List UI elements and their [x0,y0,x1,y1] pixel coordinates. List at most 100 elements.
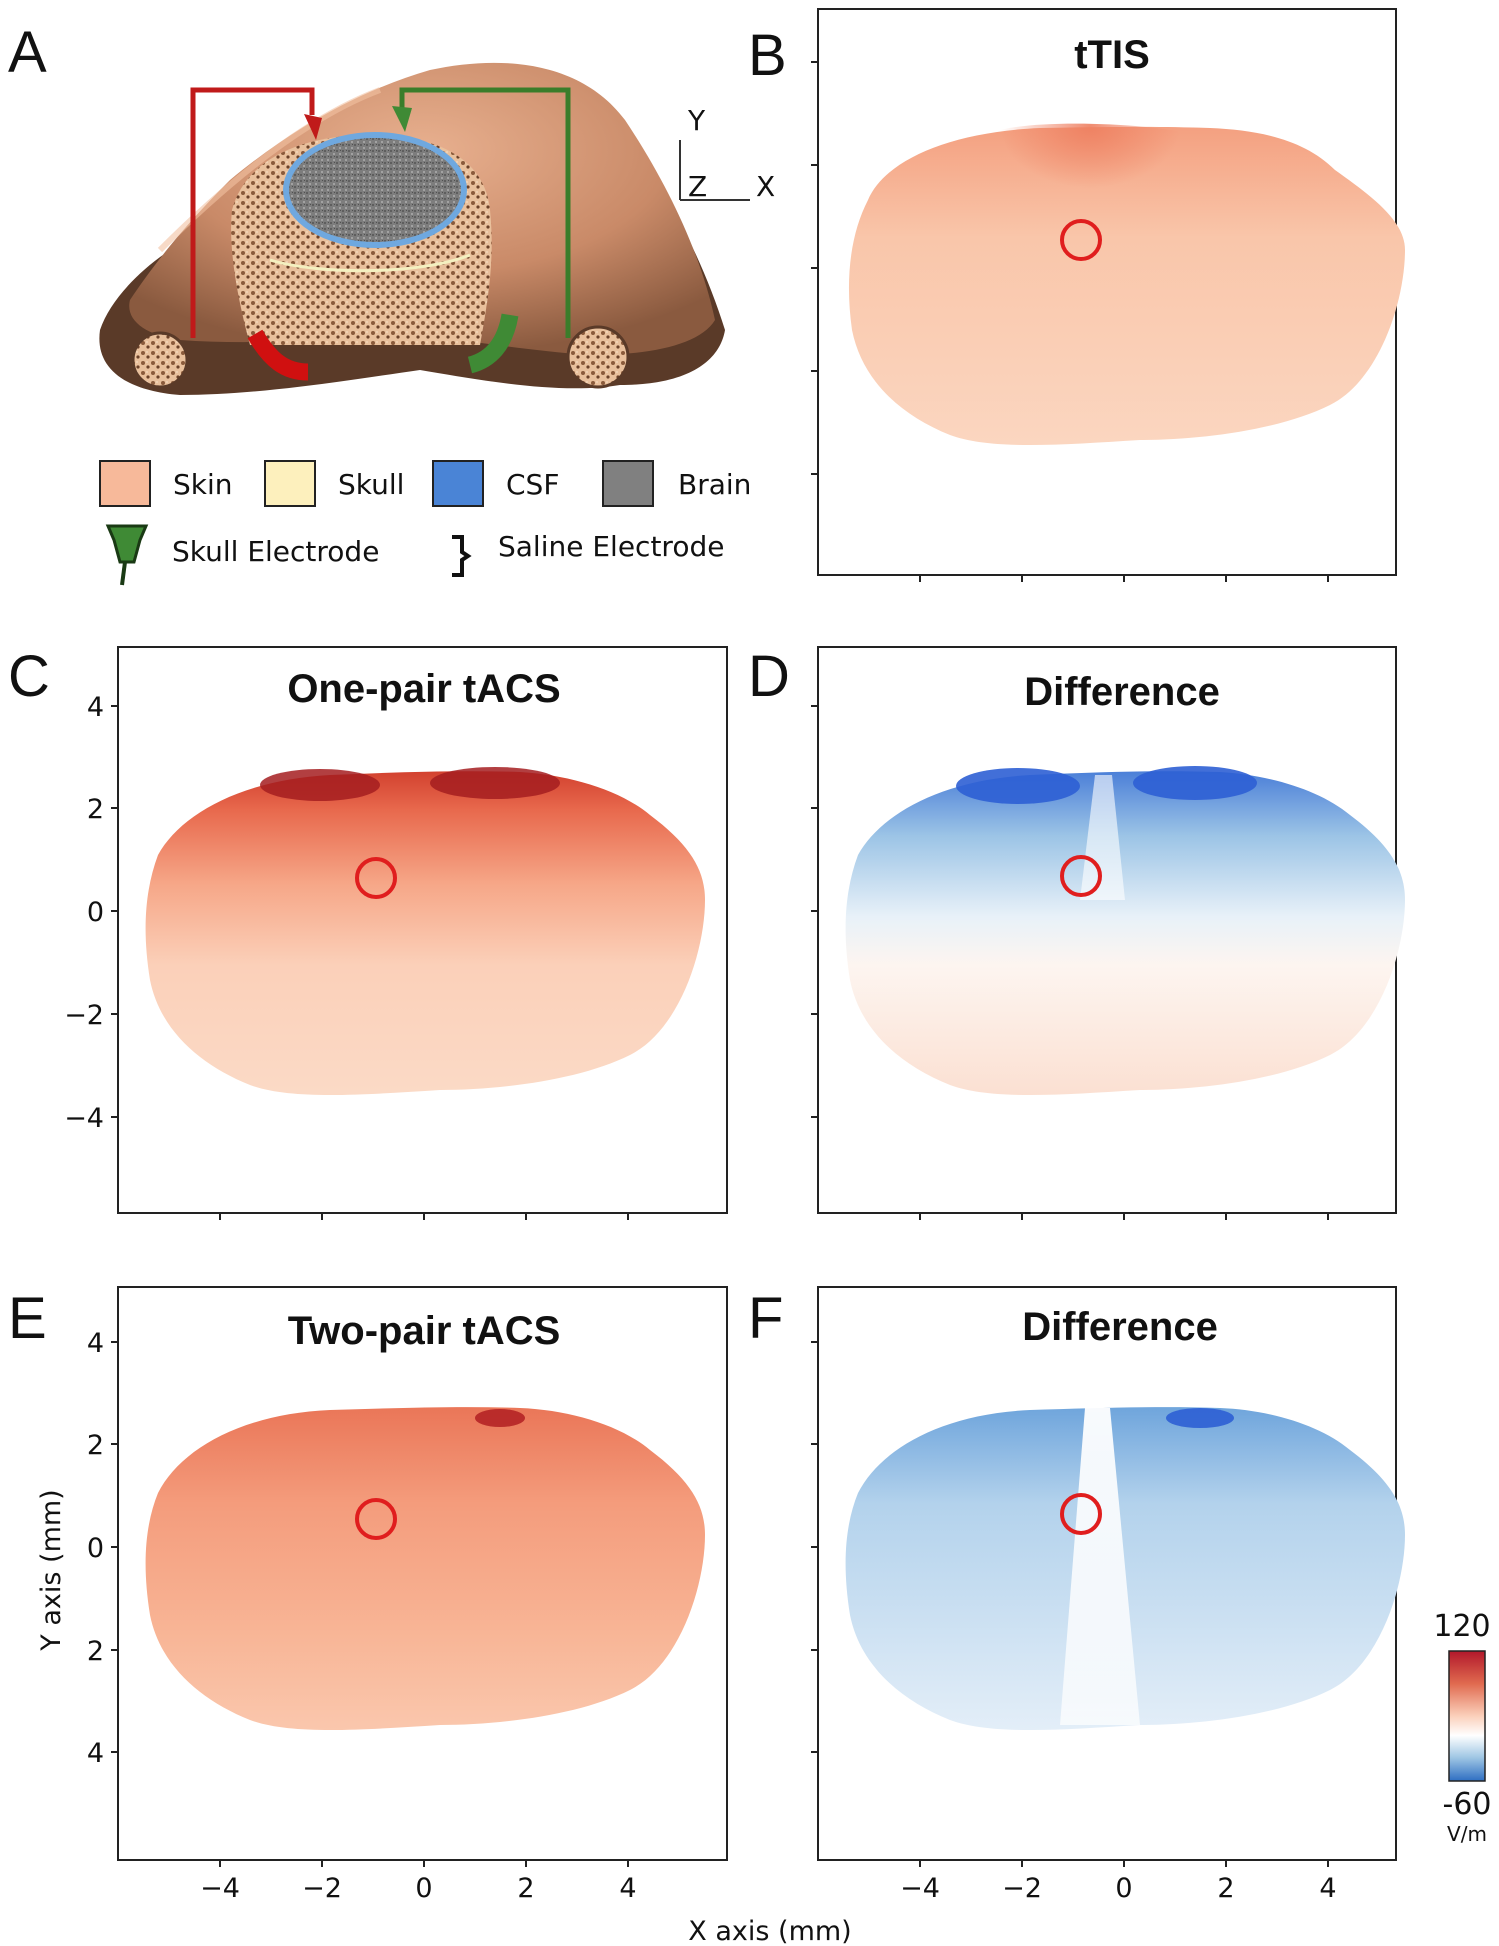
skin-highlight [157,87,382,253]
x-tick-f-4: 4 [1319,1873,1336,1904]
panel-letter-a: A [8,20,47,85]
x-tick-f-2: 0 [1115,1873,1132,1904]
panel-title-f: Difference [1022,1305,1218,1349]
panel-f: F Difference [748,1286,1405,1867]
x-tick-f-3: 2 [1217,1873,1234,1904]
y-tick-c-4: −4 [64,1103,104,1134]
field-map-f [845,1407,1405,1730]
legend-label-skin: Skin [173,468,233,501]
field-map-c [145,767,706,1095]
field-coldspot-d-right [1133,766,1257,800]
axis-z-label: Z [688,170,707,203]
panel-title-e: Two-pair tACS [288,1309,561,1353]
brain-slice-d [845,771,1405,1095]
skull-electrode-icon [105,524,149,586]
ticks-b [811,61,1329,582]
y-tick-e-4: 4 [87,1738,104,1769]
legend-label-brain: Brain [678,468,751,501]
brain-tissue [289,138,461,242]
ticks-e [111,1341,629,1867]
ear-right [566,325,630,389]
y-tick-c-3: −2 [64,1000,104,1031]
axes-orientation-icon: Y Z X [679,104,775,203]
colorbar: 120 -60 V/m [1433,1609,1491,1846]
field-map-d [845,766,1405,1095]
tissue-legend: Skin Skull CSF Brain Skull Electrode Sal… [99,460,751,586]
y-tick-e-1: 2 [87,1430,104,1461]
panel-title-c: One-pair tACS [287,667,560,711]
x-tick-f-1: −2 [1002,1873,1042,1904]
saline-electrode-icon [452,535,472,577]
x-tick-e-4: 4 [619,1873,636,1904]
field-coldspot-d-left [956,768,1080,804]
mouse-head-model [99,62,725,395]
x-tick-f-0: −4 [900,1873,940,1904]
x-tick-labels-e: −4 −2 0 2 4 [200,1873,637,1904]
target-marker-f [1060,1493,1102,1535]
legend-swatch-csf [432,460,484,507]
legend-swatch-skin [99,460,151,507]
x-axis-label: X axis (mm) [688,1916,851,1946]
colorbar-gradient [1448,1650,1486,1782]
target-marker-d [1060,855,1102,897]
axis-y-label: Y [687,104,706,137]
legend-label-saline-electrode: Saline Electrode [498,530,724,563]
panel-letter-e: E [8,1286,47,1351]
x-tick-e-3: 2 [517,1873,534,1904]
colorbar-max-label: 120 [1433,1609,1490,1644]
legend-label-csf: CSF [506,468,559,501]
field-hotspot-b [1000,123,1200,260]
target-marker-c [355,857,397,899]
saline-electrode-wire-red [190,87,315,338]
saline-electrode-wire-green [399,87,571,338]
panel-c: C One-pair tACS 4 2 0 −2 −4 [8,644,728,1220]
y-tick-c-0: 4 [87,692,104,723]
field-center-wedge-d [1080,775,1125,900]
panel-letter-f: F [748,1286,783,1351]
x-tick-e-0: −4 [200,1873,240,1904]
field-center-wedge-f [1060,1408,1140,1725]
axis-x-label: X [756,170,775,203]
legend-swatch-brain [602,460,654,507]
ticks-c [111,705,629,1220]
panel-b: B tTIS [748,8,1405,582]
field-hotspot-c-right [430,767,560,799]
skull-electrode-red [304,114,322,140]
field-map-b [848,123,1405,445]
legend-label-skull: Skull [338,468,404,501]
panel-title-b: tTIS [1074,33,1150,77]
brain-slice-b [848,126,1405,445]
y-tick-e-0: 4 [87,1328,104,1359]
saline-electrode-red [247,329,309,381]
legend-label-skull-electrode: Skull Electrode [172,535,379,568]
brain-slice-e [145,1407,706,1730]
ticks-d [811,705,1329,1220]
skull-layer-line [269,253,471,273]
legend-swatch-skull [264,460,316,507]
panel-a: A [8,20,775,586]
y-axis-label: Y axis (mm) [36,1489,67,1651]
field-hotspot-c-left [260,769,380,801]
x-tick-e-1: −2 [302,1873,342,1904]
panel-letter-d: D [748,644,790,709]
ear-left [131,331,189,389]
brain-slice-f [845,1407,1405,1730]
field-hotspot-e [475,1409,525,1427]
saline-electrode-green [467,313,519,374]
target-marker-e [355,1498,397,1540]
x-tick-labels-f: −4 −2 0 2 4 [900,1873,1337,1904]
colorbar-unit-label: V/m [1447,1822,1487,1846]
y-tick-e-3: 2 [87,1636,104,1667]
panel-title-d: Difference [1024,670,1220,714]
y-tick-c-2: 0 [87,897,104,928]
panel-e: E Two-pair tACS 4 2 0 2 4 [8,1286,728,1867]
panel-d: D Difference [748,644,1405,1220]
y-tick-e-2: 0 [87,1533,104,1564]
field-coldspot-f [1166,1408,1234,1428]
x-tick-e-2: 0 [415,1873,432,1904]
field-map-e [145,1407,706,1730]
panel-letter-b: B [748,23,787,88]
target-marker-b [1060,219,1102,261]
ticks-f [811,1341,1329,1867]
